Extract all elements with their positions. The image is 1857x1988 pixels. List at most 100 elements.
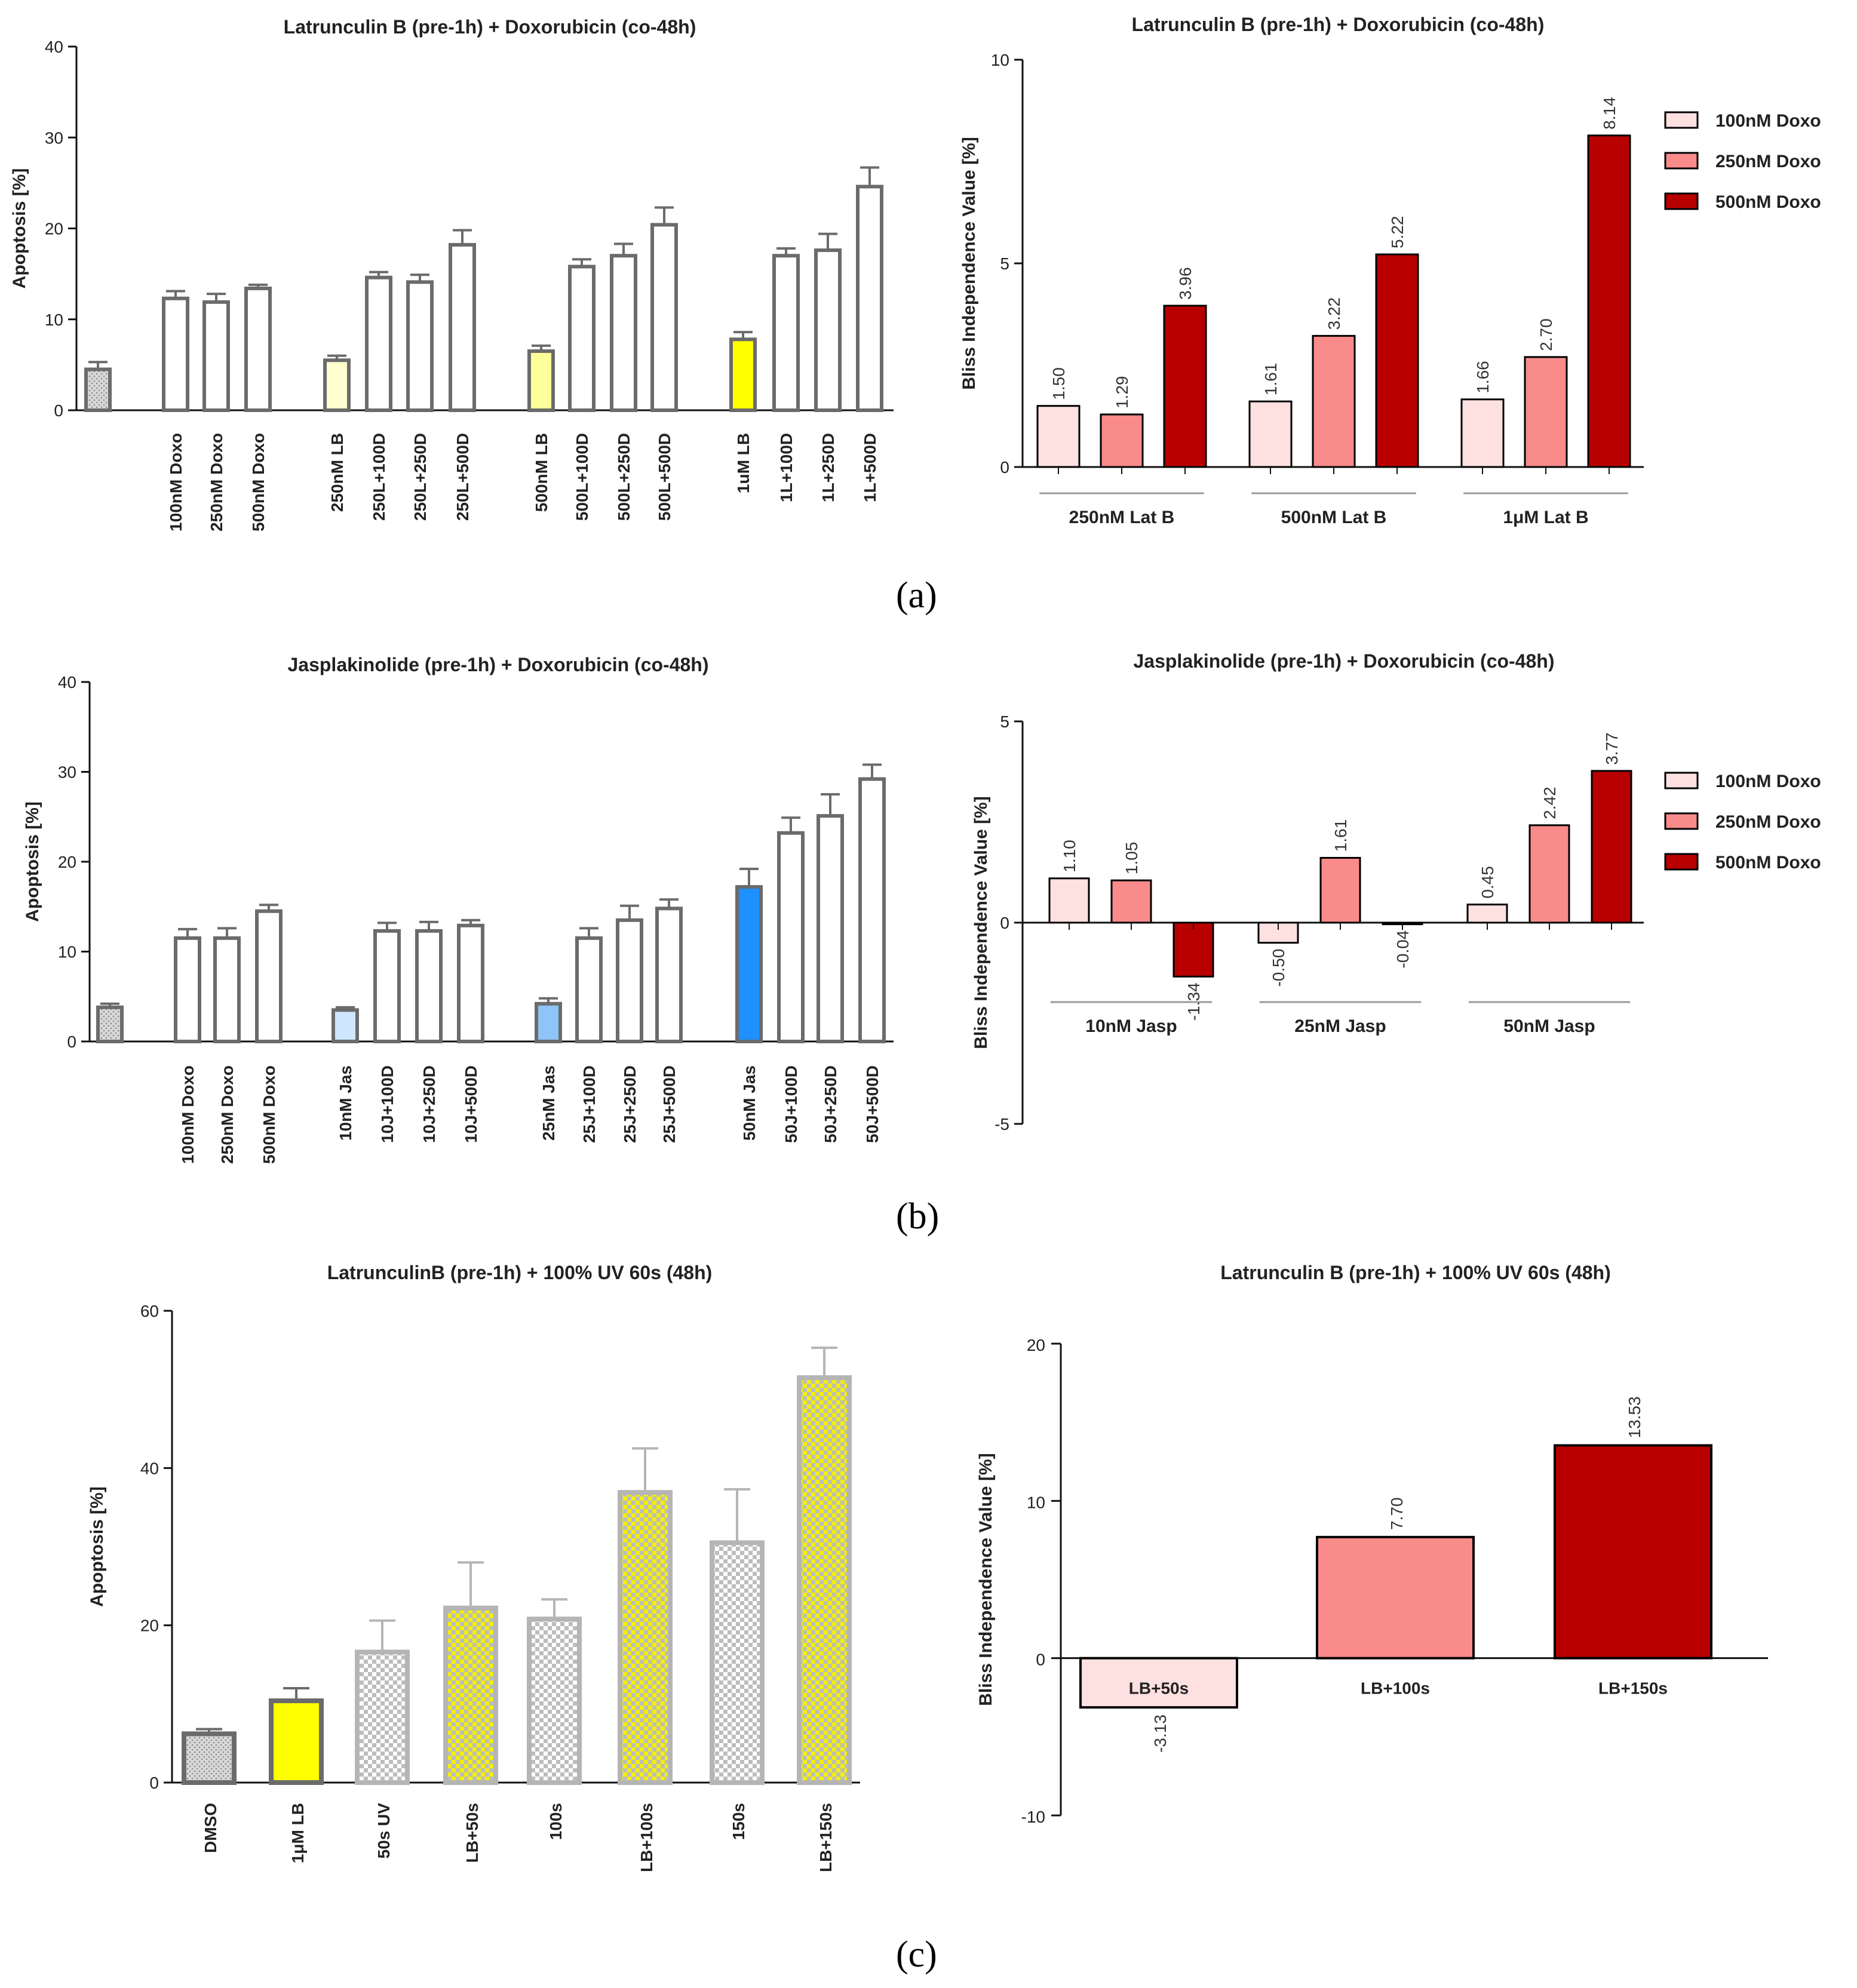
b-left-bar xyxy=(575,936,603,1044)
a-left-category-label: 500L+100D xyxy=(573,433,591,521)
c-right-bar xyxy=(1079,1657,1238,1709)
a-left-bar xyxy=(527,349,555,412)
a-right-bar xyxy=(1163,305,1207,468)
a-right-legend-label: 500nM Doxo xyxy=(1715,192,1821,212)
a-right-legend-swatch xyxy=(1664,152,1699,170)
b-right-data-label: 3.77 xyxy=(1603,732,1621,765)
c-left-bar xyxy=(797,1375,852,1786)
c-left-ytick-label: 40 xyxy=(140,1459,159,1477)
b-left-bar xyxy=(655,907,683,1044)
b-right-chart: Jasplakinolide (pre-1h) + Doxorubicin (c… xyxy=(971,650,1821,1133)
b-left-category-label: 25nM Jas xyxy=(539,1065,558,1141)
b-left-category-label: 250nM Doxo xyxy=(218,1065,237,1164)
a-left-ytick-label: 0 xyxy=(54,401,63,420)
a-right-bar xyxy=(1375,253,1419,468)
c-left-category-label: 1μM LB xyxy=(288,1803,307,1863)
c-right-title: Latrunculin B (pre-1h) + 100% UV 60s (48… xyxy=(1220,1262,1611,1283)
b-left-ytick-label: 30 xyxy=(58,763,76,782)
a-left-bar xyxy=(406,280,434,413)
b-right-ytick-label: -5 xyxy=(995,1115,1009,1133)
b-right-data-label: -0.50 xyxy=(1269,949,1288,987)
b-left-category-label: 10J+250D xyxy=(420,1065,438,1143)
a-right-group-label: 1μM Lat B xyxy=(1503,508,1588,527)
c-right-ytick-label: 10 xyxy=(1027,1493,1045,1511)
b-right-bar xyxy=(1528,824,1570,924)
a-left-chart: Latrunculin B (pre-1h) + Doxorubicin (co… xyxy=(10,16,894,531)
b-right-ylabel: Bliss Independence Value [%] xyxy=(971,796,991,1049)
b-left-category-label: 10J+100D xyxy=(378,1065,397,1143)
panel-label-c: (c) xyxy=(896,1934,937,1975)
b-right-legend-swatch xyxy=(1664,772,1699,789)
c-left-category-label: 50s UV xyxy=(375,1803,393,1859)
c-right-bar xyxy=(1316,1535,1475,1660)
c-left-chart: LatrunculinB (pre-1h) + 100% UV 60s (48h… xyxy=(87,1262,860,1872)
b-right-group-label: 25nM Jasp xyxy=(1294,1016,1386,1036)
b-left-title: Jasplakinolide (pre-1h) + Doxorubicin (c… xyxy=(287,654,708,675)
a-right-group-label: 250nM Lat B xyxy=(1069,508,1175,527)
c-right-ytick-label: 20 xyxy=(1027,1336,1045,1354)
b-right-group-label: 10nM Jasp xyxy=(1085,1016,1177,1036)
b-left-ytick-label: 0 xyxy=(67,1033,76,1051)
a-left-bar xyxy=(610,254,637,412)
panel-label-a: (a) xyxy=(896,575,937,616)
a-right-data-label: 1.61 xyxy=(1261,363,1280,396)
a-left-bar xyxy=(650,223,678,412)
a-left-category-label: 1L+100D xyxy=(777,433,796,502)
c-right-data-label: -3.13 xyxy=(1151,1714,1170,1753)
c-right-data-label: 7.70 xyxy=(1388,1497,1406,1530)
a-left-ytick-label: 20 xyxy=(45,220,63,238)
c-left-category-label: 150s xyxy=(729,1803,748,1840)
b-right-data-label: 2.42 xyxy=(1540,786,1559,819)
c-left-bar xyxy=(618,1490,673,1785)
a-right-bar xyxy=(1248,400,1293,468)
a-right-bar xyxy=(1460,398,1505,468)
a-left-bar xyxy=(449,242,476,412)
a-left-bar xyxy=(323,358,351,413)
c-left-bar xyxy=(443,1605,498,1785)
a-left-ytick-label: 10 xyxy=(45,311,63,329)
b-left-category-label: 25J+100D xyxy=(580,1065,598,1143)
b-right-legend-swatch xyxy=(1664,812,1699,830)
a-right-legend-swatch xyxy=(1664,192,1699,210)
a-left-ylabel: Apoptosis [%] xyxy=(10,168,29,289)
a-left-bar xyxy=(856,185,883,412)
a-right-data-label: 3.96 xyxy=(1176,267,1195,300)
a-left-category-label: 250nM LB xyxy=(328,433,346,512)
b-right-ytick-label: 5 xyxy=(1000,712,1009,731)
b-right-legend-swatch xyxy=(1664,853,1699,871)
a-right-bar xyxy=(1100,413,1144,468)
a-right-chart: Latrunculin B (pre-1h) + Doxorubicin (co… xyxy=(959,14,1821,527)
a-left-category-label: 250L+250D xyxy=(411,433,429,521)
a-right-data-label: 1.50 xyxy=(1049,367,1068,400)
a-left-bar xyxy=(729,337,757,412)
b-left-bar xyxy=(255,909,283,1044)
a-left-category-label: 1L+250D xyxy=(819,433,837,502)
c-left-title: LatrunculinB (pre-1h) + 100% UV 60s (48h… xyxy=(327,1262,713,1283)
c-right-category-label: LB+150s xyxy=(1598,1679,1668,1698)
b-left-category-label: 50J+250D xyxy=(821,1065,840,1143)
b-left-category-label: 25J+500D xyxy=(660,1065,679,1143)
b-right-bar xyxy=(1466,904,1508,924)
c-left-category-label: LB+50s xyxy=(463,1803,481,1863)
b-left-ytick-label: 10 xyxy=(58,943,76,961)
b-left-bar xyxy=(415,929,443,1044)
a-right-data-label: 8.14 xyxy=(1600,97,1619,130)
b-left-category-label: 100nM Doxo xyxy=(179,1065,197,1164)
b-right-data-label: 1.61 xyxy=(1331,819,1350,852)
c-right-category-label: LB+100s xyxy=(1361,1679,1430,1698)
a-left-ytick-label: 30 xyxy=(45,128,63,147)
c-right-category-label: LB+50s xyxy=(1129,1679,1189,1698)
c-left-bar xyxy=(710,1540,765,1786)
c-left-bar xyxy=(182,1731,237,1786)
b-left-category-label: 50J+100D xyxy=(782,1065,800,1143)
a-right-ylabel: Bliss Independence Value [%] xyxy=(959,137,979,389)
a-right-data-label: 3.22 xyxy=(1325,297,1343,330)
b-right-bar xyxy=(1172,921,1214,978)
b-left-bar xyxy=(535,1001,562,1044)
b-right-group-label: 50nM Jasp xyxy=(1503,1016,1595,1036)
b-left-bar xyxy=(457,923,484,1043)
b-left-chart: Jasplakinolide (pre-1h) + Doxorubicin (c… xyxy=(23,654,894,1164)
a-right-title: Latrunculin B (pre-1h) + Doxorubicin (co… xyxy=(1132,14,1545,35)
b-right-legend-label: 500nM Doxo xyxy=(1715,853,1821,872)
